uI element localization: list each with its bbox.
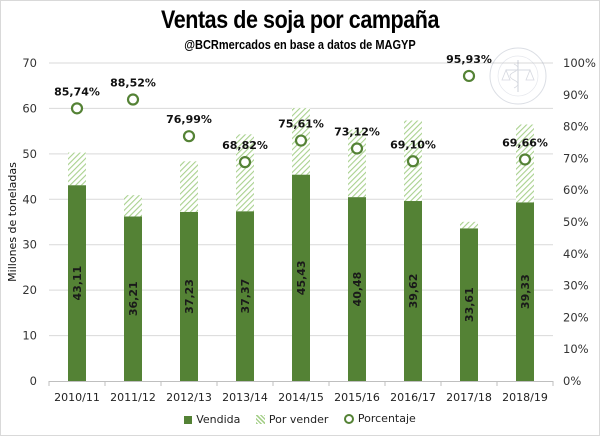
ring-marker-icon [343, 413, 354, 424]
bar-por-vender [460, 221, 478, 229]
bar-vendida [460, 228, 478, 381]
percentage-marker [238, 156, 252, 169]
percentage-marker [406, 155, 420, 168]
legend-label: Porcentaje [357, 412, 416, 425]
y2-tick-label: 30% [563, 279, 589, 293]
percentage-label: 68,82% [222, 139, 268, 152]
y2-tick-label: 80% [563, 120, 589, 134]
y2-tick-label: 20% [563, 310, 589, 324]
x-tick-label: 2011/12 [110, 391, 156, 404]
bar-vendida [180, 211, 198, 381]
bars [68, 108, 534, 381]
chart-subtitle: @BCRmercados en base a datos de MAGYP [184, 38, 416, 52]
bar-por-vender [236, 134, 254, 212]
hatch-swatch-icon [255, 414, 265, 424]
x-tick-label: 2018/19 [502, 391, 548, 404]
chart-title: Ventas de soja por campaña [161, 6, 439, 34]
percentage-label: 73,12% [334, 125, 380, 138]
percentage-marker [126, 93, 140, 106]
percentage-label: 88,52% [110, 77, 156, 90]
y2-tick-label: 0% [563, 374, 581, 388]
axes: 0 10 20 30 40 50 60 70 0% 10% 20% 30% 40% 50% 60% 70% 80… [22, 56, 596, 404]
bar-por-vender [180, 161, 198, 212]
bcr-seal-watermark-icon [489, 47, 547, 105]
percentage-label: 95,93% [446, 53, 492, 66]
bar-por-vender [348, 129, 366, 198]
y-tick-label: 20 [22, 283, 37, 297]
y2-tick-label: 100% [563, 56, 596, 70]
x-tick-label: 2013/14 [222, 391, 268, 404]
percentage-label: 69,10% [390, 138, 436, 151]
percentage-marker [294, 134, 308, 147]
x-tick-label: 2010/11 [54, 391, 100, 404]
percentage-label: 75,61% [278, 118, 324, 131]
bar-vendida [236, 211, 254, 381]
percentage-marker [462, 69, 476, 83]
bar-value-label: 39,33 [519, 274, 532, 309]
percentage-label: 85,74% [54, 85, 100, 98]
bar-value-label: 33,61 [463, 287, 476, 322]
x-tick-label: 2015/16 [334, 391, 380, 404]
y2-tick-label: 90% [563, 88, 589, 102]
bar-por-vender [68, 152, 86, 186]
percentage-markers [70, 69, 532, 169]
x-tick-label: 2017/18 [446, 391, 492, 404]
y-axis-title: Millones de toneladas [6, 162, 19, 282]
legend-item-porcentaje: Porcentaje [343, 412, 416, 425]
solid-swatch-icon [184, 415, 193, 424]
percentage-label: 76,99% [166, 113, 212, 126]
y-tick-label: 50 [22, 147, 37, 161]
bar-value-label: 36,21 [127, 281, 140, 316]
legend: Vendida Por vender Porcentaje [0, 412, 600, 427]
bar-por-vender [124, 195, 142, 217]
y2-tick-label: 60% [563, 183, 589, 197]
bar-value-label: 37,37 [239, 279, 252, 314]
y-tick-label: 40 [22, 192, 37, 206]
bar-value-label: 37,23 [183, 279, 196, 314]
bar-value-label: 39,62 [407, 274, 420, 309]
percentage-label: 69,66% [502, 136, 548, 149]
bar-vendida [68, 185, 86, 381]
x-tick-label: 2014/15 [278, 391, 324, 404]
y-tick-label: 30 [22, 238, 37, 252]
y-tick-label: 10 [22, 329, 37, 343]
bar-vendida [404, 201, 422, 381]
percentage-marker [518, 153, 532, 166]
y-tick-label: 60 [22, 101, 37, 115]
x-tick-label: 2012/13 [166, 391, 212, 404]
bar-value-label: 43,11 [71, 266, 84, 301]
bar-vendida [516, 202, 534, 381]
legend-item-vendida: Vendida [184, 413, 240, 426]
y-tick-label: 0 [30, 374, 37, 388]
percentage-marker [70, 102, 84, 115]
y-tick-label: 70 [22, 56, 37, 70]
legend-label: Vendida [196, 413, 241, 426]
y2-tick-label: 40% [563, 247, 589, 261]
percentage-marker [350, 142, 364, 155]
percentage-marker [182, 130, 196, 143]
data-labels: 43,11 36,21 37,23 37,37 45,43 40,48 39,62 33,61… [54, 53, 548, 322]
y2-tick-label: 50% [563, 215, 589, 229]
bar-value-label: 40,48 [351, 272, 364, 307]
x-tick-label: 2016/17 [390, 391, 436, 404]
legend-item-por-vender: Por vender [255, 412, 329, 426]
bar-vendida [124, 216, 142, 381]
bar-vendida [348, 197, 366, 381]
bar-vendida [292, 174, 310, 381]
y2-tick-label: 10% [563, 342, 589, 356]
y2-tick-label: 70% [563, 151, 589, 165]
bar-value-label: 45,43 [295, 260, 308, 295]
legend-label: Por vender [268, 412, 329, 426]
